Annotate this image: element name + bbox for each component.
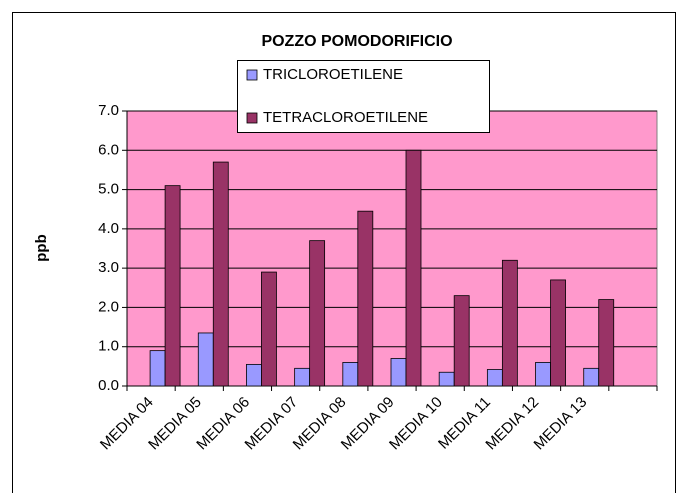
bar [583,367,600,387]
bar [197,332,214,387]
bar [342,362,359,387]
bar [598,299,615,387]
bar [261,271,277,387]
bar [405,149,422,387]
bar [535,362,551,387]
bar [453,295,470,387]
y-tick-label: 3.0 [98,259,119,276]
bar [438,371,455,387]
bar [309,240,326,387]
bar [501,259,518,387]
bar [390,358,407,387]
y-axis-label: ppb [33,234,50,262]
y-tick-label: 1.0 [98,338,119,355]
legend-box [237,60,490,133]
legend-label: TRICLOROETILENE [263,66,403,83]
bar [294,367,311,387]
bar [164,185,181,387]
y-tick-label: 0.0 [98,377,119,394]
bar [486,369,503,387]
legend-swatch [246,112,258,124]
y-tick-label: 7.0 [98,102,119,119]
y-tick-label: 6.0 [98,141,119,158]
y-tick-label: 4.0 [98,220,119,237]
y-tick-label: 2.0 [98,298,119,315]
bar [246,363,262,387]
bar [149,350,166,387]
bar [212,161,229,387]
legend-swatch [246,69,258,81]
chart-title: POZZO POMODORIFICIO [261,33,452,50]
legend-label: TETRACLOROETILENE [263,109,428,126]
y-tick-label: 5.0 [98,181,119,198]
bar [550,279,566,387]
bar [357,210,374,387]
